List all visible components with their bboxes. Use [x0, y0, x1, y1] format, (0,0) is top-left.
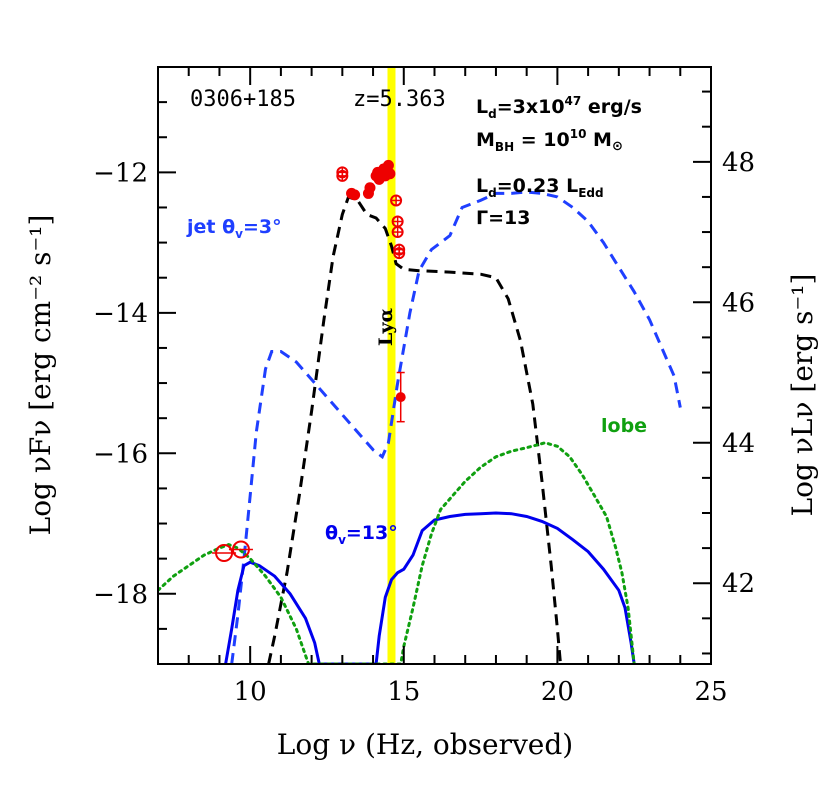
- data-point: [391, 226, 404, 239]
- y-right-tick-label: 42: [722, 569, 755, 599]
- x-axis-title: Log ν (Hz, observed): [277, 728, 573, 761]
- data-point: [382, 159, 394, 171]
- y-left-tick-label: −18: [93, 580, 148, 610]
- series-jet-3deg-line: [230, 190, 682, 664]
- mbh-unit: M: [586, 129, 612, 151]
- jet-3deg-text: jet θ: [186, 216, 235, 238]
- data-point: [384, 168, 396, 180]
- axis-tick-labels: 10 15 20 25 −12 −14 −16 −18 48 46 44 42: [93, 148, 755, 707]
- series-disk-line: [267, 194, 562, 664]
- sun-icon: ⊙: [612, 139, 623, 154]
- ld-annotation: Ld=3x1047 erg/s: [476, 94, 642, 121]
- jet-3deg-label: jet θv=3°: [186, 216, 282, 241]
- mbh-sub: BH: [495, 140, 514, 154]
- mbh-symbol: M: [476, 129, 495, 151]
- y-right-tick-label: 48: [722, 148, 755, 178]
- data-point: [390, 194, 403, 207]
- ld-symbol: L: [476, 96, 488, 118]
- mbh-annotation: MBH = 1010 M⊙: [476, 127, 623, 154]
- y-right-tick-label: 46: [722, 288, 755, 318]
- y-axis-left-title: Log νFν [erg cm⁻² s⁻¹]: [24, 215, 57, 536]
- lobe-label: lobe: [601, 415, 647, 437]
- axis-ticks: [157, 66, 712, 665]
- theta13-value: =13°: [346, 522, 398, 544]
- y-left-tick-label: −12: [93, 158, 148, 188]
- jet-3deg-value: =3°: [243, 216, 282, 238]
- ld-unit: erg/s: [581, 96, 642, 118]
- gamma-annotation: Γ=13: [476, 207, 530, 229]
- x-tick-label: 10: [234, 677, 267, 707]
- data-point: [349, 189, 361, 201]
- x-tick-label: 15: [387, 677, 420, 707]
- ld-edd-sub2: Edd: [578, 186, 603, 200]
- data-point: [393, 247, 406, 260]
- mbh-value: = 10: [514, 129, 570, 151]
- ld-edd-sub: d: [488, 186, 497, 200]
- x-tick-label: 20: [541, 677, 574, 707]
- x-tick-label: 25: [694, 677, 727, 707]
- data-point: [228, 540, 253, 559]
- theta13-sub: v: [338, 533, 346, 547]
- mbh-exp: 10: [570, 127, 587, 141]
- redshift-label: z=5.363: [353, 87, 446, 112]
- y-axis-right-title: Log νLν [erg s⁻¹]: [786, 274, 819, 517]
- jet-3deg-sub: v: [235, 227, 243, 241]
- data-point: [391, 215, 404, 228]
- theta13-text: θ: [325, 522, 338, 544]
- ld-sub: d: [488, 107, 497, 121]
- series-jet-13deg-line: [224, 511, 636, 664]
- y-right-tick-label: 44: [722, 429, 755, 459]
- ld-edd-symbol: L: [476, 175, 488, 197]
- lya-label: Lyα: [375, 307, 397, 346]
- data-point: [212, 544, 237, 563]
- data-point: [395, 371, 406, 423]
- ld-exp: 47: [565, 94, 582, 108]
- y-left-tick-label: −16: [93, 439, 148, 469]
- data-point: [336, 166, 349, 179]
- ld-value: =3x10: [497, 96, 565, 118]
- data-point: [364, 182, 376, 194]
- y-left-tick-label: −14: [93, 299, 148, 329]
- source-name: 0306+185: [190, 87, 296, 112]
- ld-edd-value: =0.23 L: [497, 175, 579, 197]
- theta13-label: θv=13°: [325, 522, 398, 547]
- ld-edd-annotation: Ld=0.23 LEdd: [476, 175, 604, 200]
- data-points: [212, 159, 406, 563]
